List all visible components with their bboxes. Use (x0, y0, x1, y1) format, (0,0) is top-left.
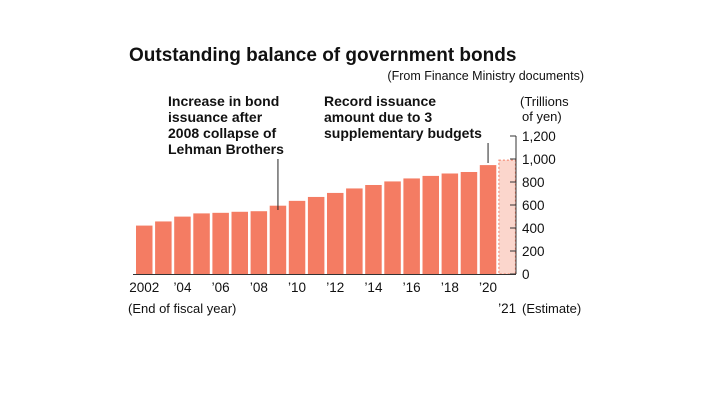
bar-2016 (403, 178, 420, 274)
bar-2006 (212, 212, 229, 274)
estimate-note: (Estimate) (522, 301, 581, 316)
bar-estimate-2021 (498, 159, 516, 275)
x-tick-label-2014: ’14 (364, 280, 383, 295)
x-tick-label-2004: ’04 (173, 280, 192, 295)
y-axis-label-line-1: (Trillions (520, 94, 569, 109)
x-tick-label-2006: ’06 (212, 280, 230, 295)
plot-area: 0 200 400 600 800 1,000 1,200 2002 ’04 ’06 ’08 ’10 ’… (129, 93, 556, 316)
bar-2002 (136, 225, 153, 274)
x-tick-label-2008: ’08 (250, 280, 268, 295)
bar-2013 (346, 188, 363, 274)
x-tick-label-2018: ’18 (441, 280, 459, 295)
annotation-2-line-3: supplementary budgets (324, 125, 482, 141)
bar-2018 (441, 173, 459, 274)
bar-2003 (155, 221, 172, 274)
x-tick-label-2021: ’21 (498, 301, 516, 316)
x-axis-label: (End of fiscal year) (128, 301, 236, 316)
bar-2008 (250, 211, 268, 274)
chart-title: Outstanding balance of government bonds (129, 45, 516, 66)
annotation-1-line-3: 2008 collapse of (168, 125, 277, 141)
bar-2014 (365, 184, 382, 274)
annotation-1-line-2: issuance after (168, 109, 263, 125)
y-tick-label-1000: 1,000 (522, 152, 556, 167)
bar-2012 (327, 192, 344, 274)
bar-2009 (269, 205, 287, 274)
y-tick-label-0: 0 (522, 267, 530, 282)
bar-2020 (479, 165, 497, 274)
x-tick-label-2002: 2002 (129, 280, 159, 295)
x-tick-label-2016: ’16 (403, 280, 421, 295)
x-tick-label-2012: ’12 (326, 280, 344, 295)
bar-2010 (288, 200, 306, 274)
y-tick-label-600: 600 (522, 198, 545, 213)
y-tick-label-800: 800 (522, 175, 545, 190)
bar-2015 (384, 181, 401, 274)
annotation-1-line-4: Lehman Brothers (168, 141, 284, 157)
bar-2005 (193, 213, 210, 274)
x-tick-label-2020: ’20 (479, 280, 497, 295)
bar-2017 (422, 175, 439, 274)
x-tick-label-2010: ’10 (288, 280, 306, 295)
annotation-2-line-1: Record issuance (324, 93, 436, 109)
y-axis-label-line-2: of yen) (522, 109, 562, 124)
y-tick-label-1200: 1,200 (522, 129, 556, 144)
annotation-2-line-2: amount due to 3 (324, 109, 432, 125)
y-tick-label-400: 400 (522, 221, 545, 236)
bar-2019 (460, 171, 478, 274)
chart-source: (From Finance Ministry documents) (387, 69, 584, 83)
annotation-1-line-1: Increase in bond (168, 93, 279, 109)
bar-2011 (307, 196, 325, 274)
bar-2007 (231, 211, 248, 274)
bar-2004 (174, 216, 191, 274)
y-tick-label-200: 200 (522, 244, 545, 259)
